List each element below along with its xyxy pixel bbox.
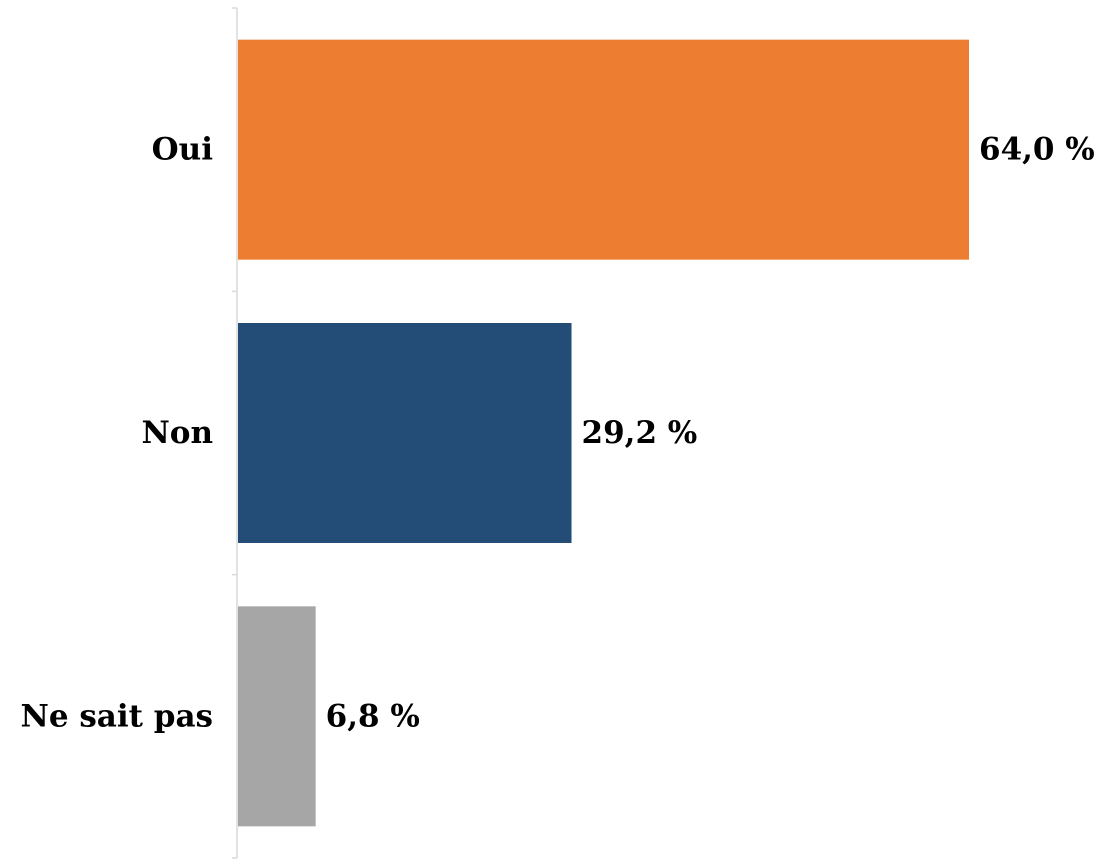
bar-3	[238, 606, 316, 827]
labels-layer: Oui 64,0 % Non 29,2 % Ne sait pas 6,8 %	[21, 132, 1095, 735]
data-label: 64,0 %	[979, 132, 1095, 168]
bars-layer	[238, 39, 969, 827]
data-label: 6,8 %	[326, 698, 420, 734]
category-label: Non	[141, 415, 213, 451]
bar-2	[238, 323, 572, 543]
category-label: Ne sait pas	[21, 698, 214, 734]
data-label: 29,2 %	[582, 415, 698, 451]
bar-1	[238, 39, 969, 260]
axis-layer	[232, 7, 238, 859]
category-label: Oui	[152, 132, 213, 168]
